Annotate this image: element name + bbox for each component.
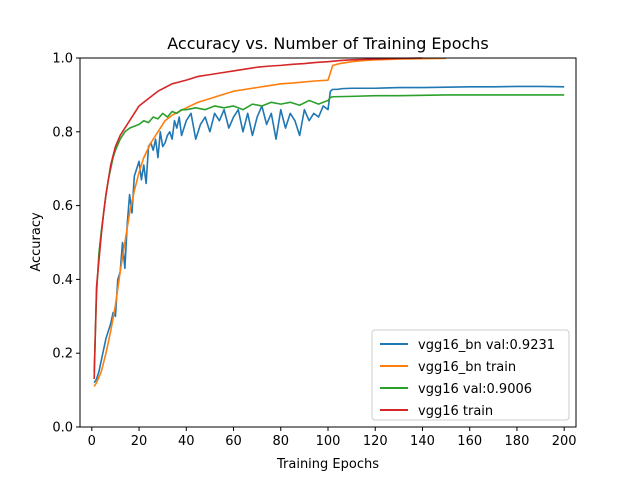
x-tick-label: 0 — [88, 434, 96, 449]
legend-label-2: vgg16 val:0.9006 — [418, 382, 532, 397]
x-tick-label: 80 — [272, 434, 289, 449]
x-tick-label: 40 — [178, 434, 195, 449]
x-tick-label: 180 — [505, 434, 530, 449]
x-axis-ticks: 0 20 40 60 80 100 120 140 160 180 200 — [88, 427, 577, 449]
x-tick-label: 120 — [363, 434, 388, 449]
series-line-3 — [93, 57, 423, 380]
y-tick-label: 0.2 — [52, 347, 73, 362]
chart-title: Accuracy vs. Number of Training Epochs — [167, 34, 489, 53]
y-tick-label: 0.4 — [52, 273, 73, 288]
x-tick-label: 60 — [225, 434, 242, 449]
legend-label-1: vgg16_bn train — [418, 360, 516, 375]
y-axis-ticks: 0.0 0.2 0.4 0.6 0.8 1.0 — [52, 52, 80, 436]
series-layer — [93, 57, 565, 387]
legend: vgg16_bn val:0.9231 vgg16_bn train vgg16 v… — [371, 329, 570, 421]
legend-label-3: vgg16 train — [418, 404, 493, 419]
x-tick-label: 100 — [316, 434, 341, 449]
legend-label-0: vgg16_bn val:0.9231 — [418, 338, 555, 353]
x-tick-label: 160 — [457, 434, 482, 449]
x-tick-label: 140 — [410, 434, 435, 449]
y-tick-label: 0.8 — [52, 125, 73, 140]
y-axis-label: Accuracy — [29, 212, 44, 272]
y-tick-label: 0.6 — [52, 199, 73, 214]
y-tick-label: 1.0 — [52, 52, 73, 67]
series-line-0 — [93, 85, 565, 384]
x-tick-label: 20 — [131, 434, 148, 449]
x-axis-label: Training Epochs — [276, 457, 379, 472]
series-line-1 — [93, 57, 447, 387]
legend-box — [371, 329, 570, 421]
x-tick-label: 200 — [552, 434, 577, 449]
y-tick-label: 0.0 — [52, 421, 73, 436]
